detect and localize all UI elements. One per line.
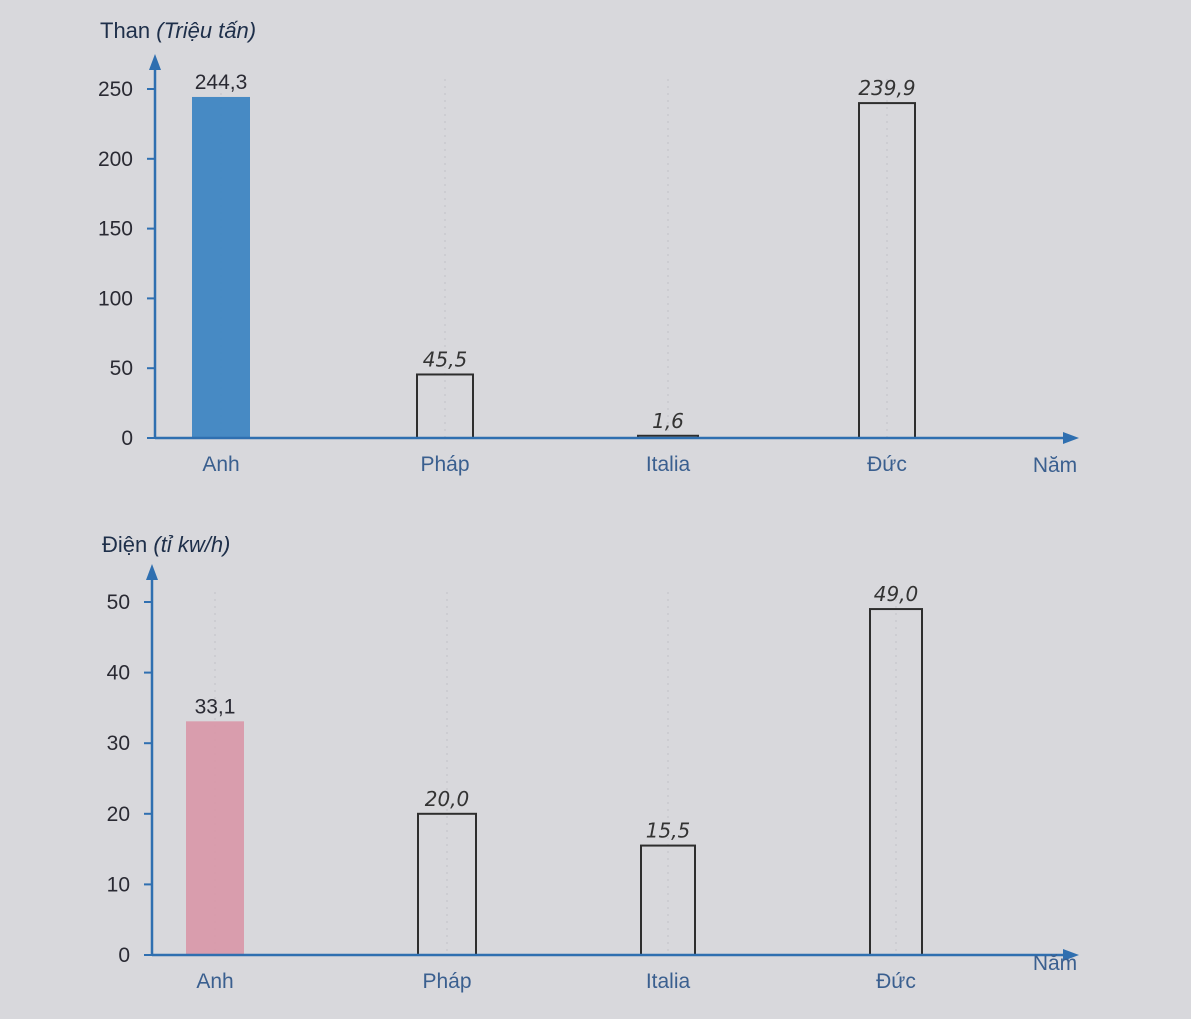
electricity-x-axis-title: Năm: [1033, 952, 1077, 975]
electricity-data-label: 49,0: [874, 582, 919, 606]
electricity-y-tick-label: 20: [107, 803, 130, 826]
coal-category-label: Pháp: [420, 453, 469, 476]
coal-x-axis-title: Năm: [1033, 454, 1077, 477]
coal-category-label: Đức: [867, 453, 907, 476]
coal-category-label: Italia: [646, 453, 691, 476]
coal-data-label: 1,6: [652, 409, 684, 433]
coal-y-tick-label: 100: [98, 287, 133, 310]
electricity-data-label: 33,1: [195, 695, 236, 718]
coal-y-tick-label: 0: [121, 427, 133, 450]
coal-y-tick-label: 250: [98, 78, 133, 101]
electricity-x-axis-arrow: [1063, 949, 1079, 961]
electricity-data-label: 15,5: [646, 819, 691, 843]
electricity-y-tick-label: 50: [107, 591, 130, 614]
coal-bar-anh: [192, 96, 250, 438]
coal-chart-title: Than (Triệu tấn): [100, 18, 256, 43]
coal-data-label: 45,5: [423, 347, 468, 371]
electricity-y-tick-label: 30: [107, 732, 130, 755]
electricity-category-label: Anh: [196, 970, 233, 993]
electricity-y-tick-label: 0: [118, 944, 130, 967]
electricity-bar-anh: [186, 721, 244, 955]
electricity-category-label: Pháp: [422, 970, 471, 993]
coal-y-axis-arrow: [149, 54, 161, 70]
coal-data-label: 244,3: [195, 71, 248, 94]
coal-y-tick-label: 200: [98, 148, 133, 171]
electricity-chart-title: Điện (tỉ kw/h): [102, 532, 230, 557]
coal-category-label: Anh: [202, 453, 239, 476]
electricity-chart: Điện (tỉ kw/h) 33,1 20,0 15,5 49,0 0 10 20 30 40…: [102, 532, 1079, 993]
electricity-category-label: Đức: [876, 970, 916, 993]
electricity-y-tick-label: 40: [107, 662, 130, 685]
electricity-y-tick-label: 10: [107, 873, 130, 896]
electricity-y-axis-arrow: [146, 564, 158, 580]
electricity-bar-pháp: [417, 812, 477, 956]
electricity-category-label: Italia: [646, 970, 691, 993]
electricity-data-label: 20,0: [425, 787, 470, 811]
coal-x-axis-arrow: [1063, 432, 1079, 444]
coal-y-tick-label: 50: [110, 357, 133, 380]
coal-y-tick-label: 150: [98, 218, 133, 241]
coal-data-label: 239,9: [858, 76, 915, 100]
coal-chart: Than (Triệu tấn) 244,3 45,5 1,6 239,9 0 50 100…: [98, 18, 1079, 477]
coal-bar-pháp: [416, 373, 474, 439]
